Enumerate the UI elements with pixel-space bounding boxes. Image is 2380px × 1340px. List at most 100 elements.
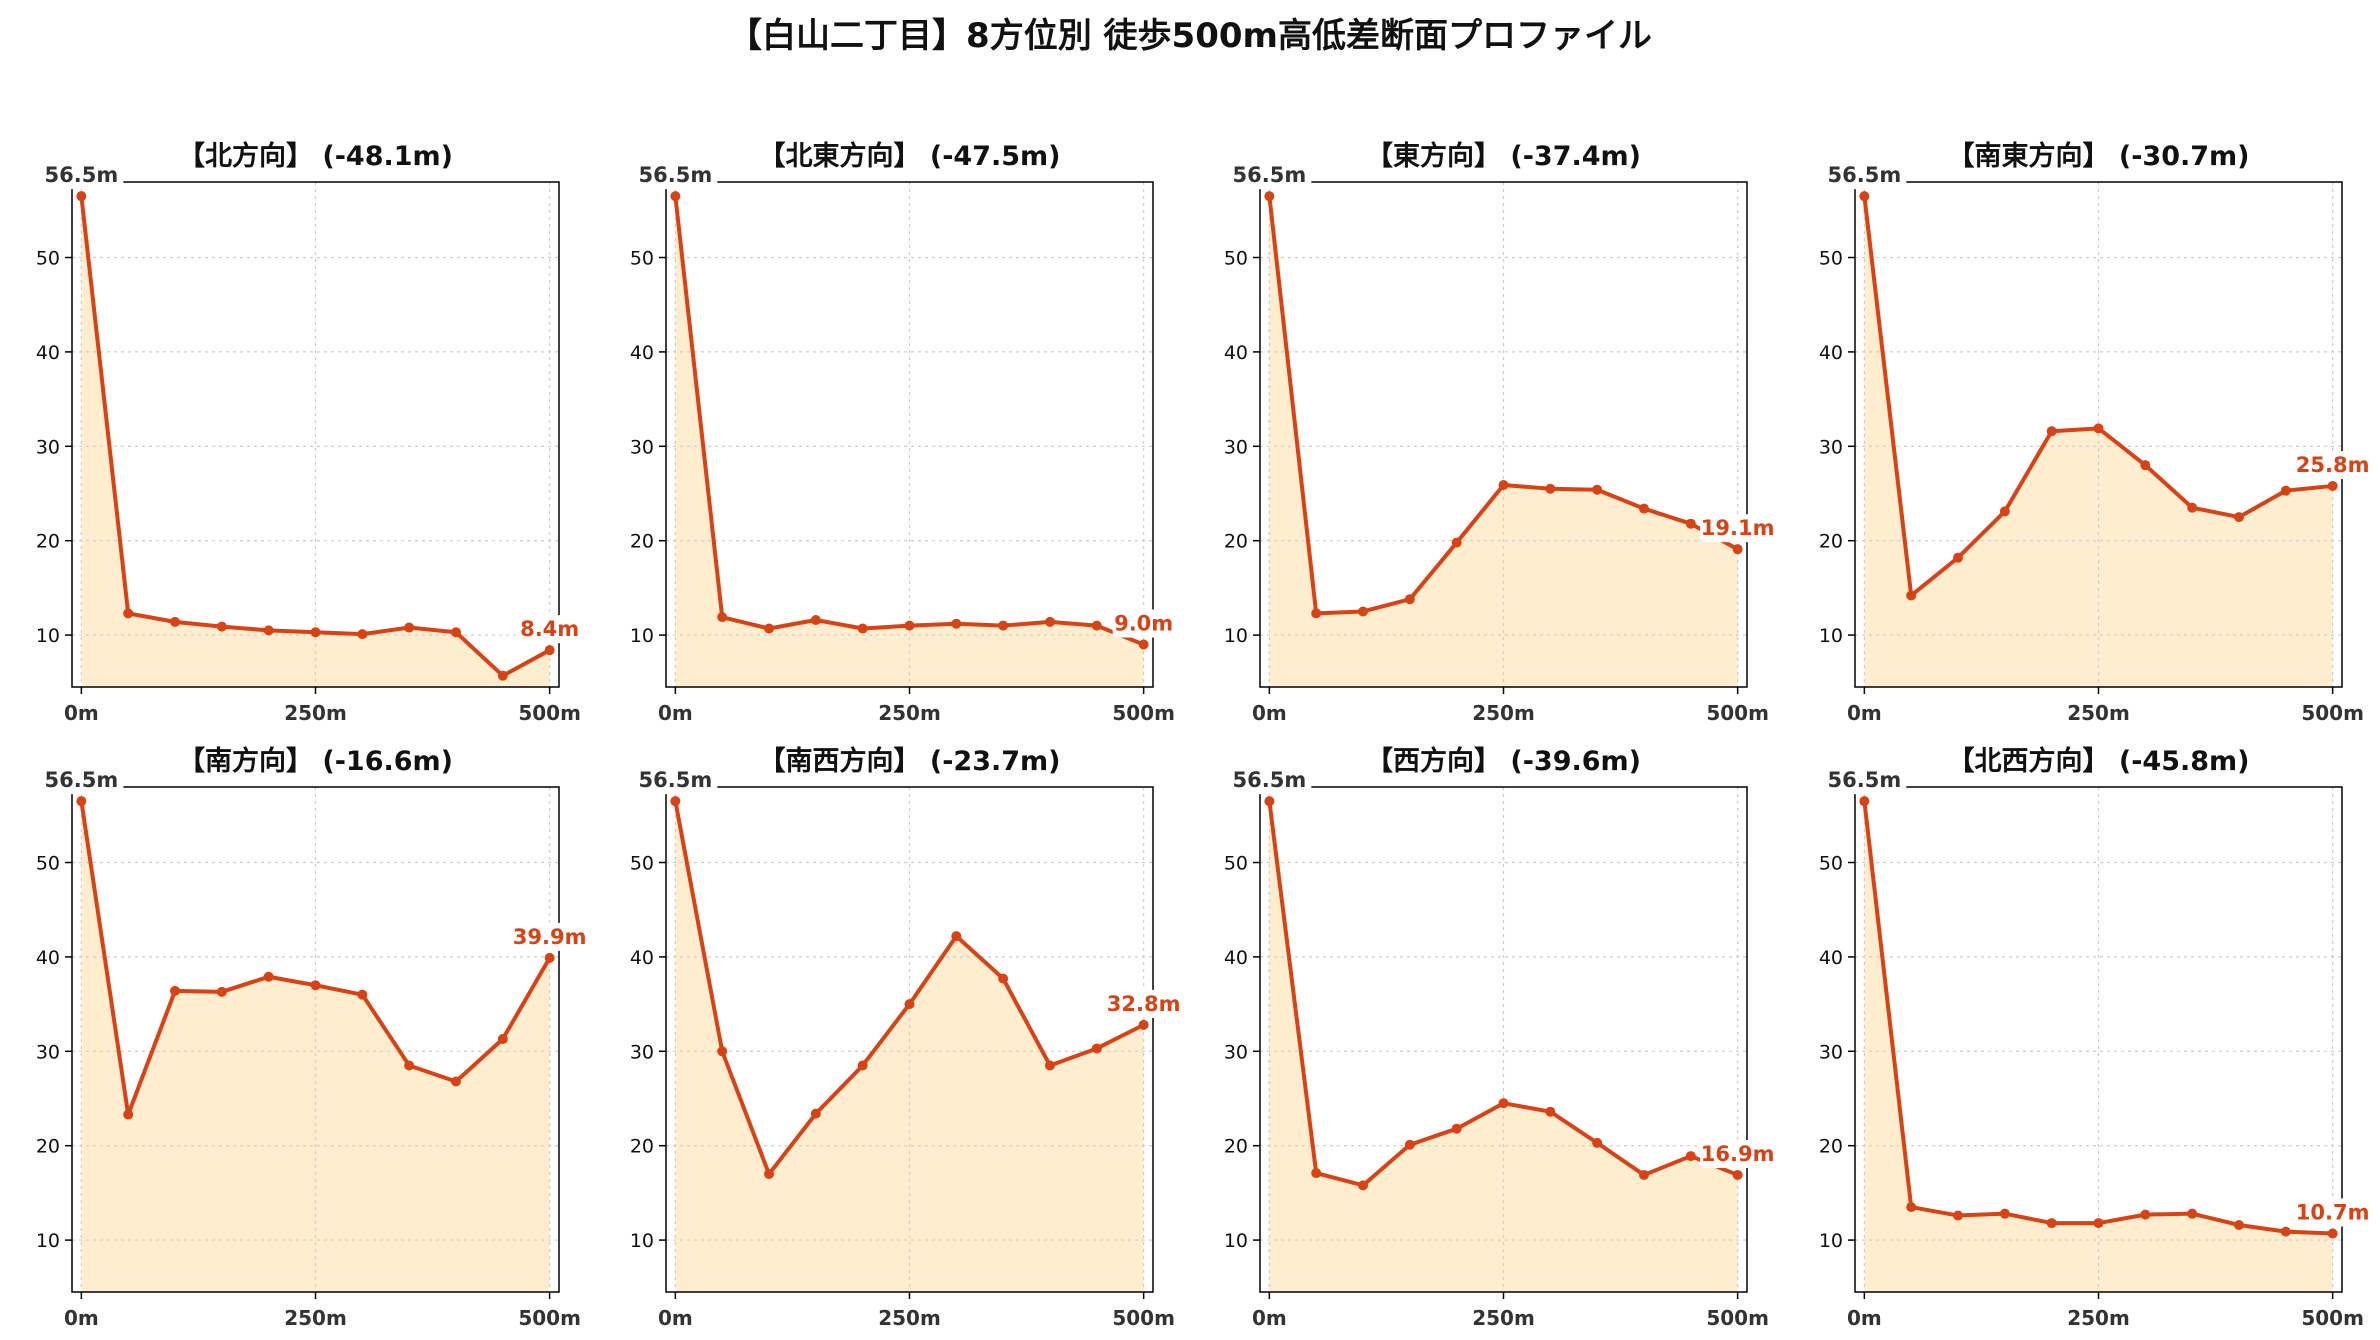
data-point — [1404, 594, 1415, 605]
data-point — [1498, 480, 1509, 490]
subplot-title: 【北西方向】 (-45.8m) — [1947, 745, 2249, 777]
start-label-box — [1227, 766, 1312, 795]
end-label: 25.8m — [2296, 453, 2370, 477]
end-label-box — [2295, 1198, 2371, 1227]
x-tick-label: 250m — [878, 1306, 941, 1330]
start-label: 56.5m — [45, 768, 119, 792]
area-fill — [675, 196, 1144, 687]
data-point — [450, 627, 461, 638]
y-tick-label: 40 — [1819, 947, 1843, 969]
end-label: 39.9m — [513, 925, 587, 949]
data-point — [123, 608, 134, 619]
end-label-box — [1700, 1139, 1776, 1168]
data-point — [1859, 191, 1870, 202]
y-tick-label: 50 — [36, 853, 60, 875]
y-tick-label: 10 — [630, 625, 654, 647]
y-tick-label: 10 — [36, 625, 60, 647]
y-tick-label: 20 — [1224, 1136, 1248, 1158]
data-point — [1311, 608, 1322, 619]
data-point — [904, 999, 915, 1010]
end-label: 9.0m — [1114, 612, 1173, 636]
data-point — [123, 1109, 134, 1120]
y-tick-label: 50 — [36, 248, 60, 270]
data-point — [1138, 1019, 1149, 1030]
data-point — [1859, 796, 1870, 807]
start-label: 56.5m — [639, 163, 713, 187]
start-label-box — [1227, 161, 1312, 190]
y-tick-label: 20 — [1819, 531, 1843, 553]
data-point — [2280, 485, 2291, 496]
data-point — [544, 952, 555, 963]
x-tick-label: 500m — [1706, 1306, 1769, 1330]
y-tick-label: 30 — [630, 1041, 654, 1063]
y-tick-label: 20 — [36, 531, 60, 553]
data-point — [216, 986, 227, 997]
x-tick-label: 250m — [2067, 701, 2130, 725]
data-point — [1451, 1123, 1462, 1134]
y-tick-label: 40 — [36, 947, 60, 969]
start-label-box — [39, 161, 124, 190]
start-label: 56.5m — [1828, 768, 1902, 792]
x-tick-label: 0m — [658, 701, 693, 725]
data-point — [1906, 1202, 1917, 1213]
data-point — [857, 623, 868, 634]
x-tick-label: 500m — [2301, 701, 2364, 725]
y-tick-label: 50 — [1819, 853, 1843, 875]
y-tick-label: 50 — [630, 248, 654, 270]
data-point — [717, 612, 728, 623]
data-point — [2046, 1218, 2057, 1229]
data-point — [1498, 1098, 1509, 1109]
data-point — [170, 616, 181, 627]
data-point — [1638, 503, 1649, 514]
x-tick-label: 250m — [2067, 1306, 2130, 1330]
subplot-title: 【北方向】 (-48.1m) — [178, 140, 453, 172]
data-point — [544, 645, 555, 656]
data-point — [2233, 512, 2244, 523]
subplot-title: 【南東方向】 (-30.7m) — [1947, 140, 2249, 172]
data-point — [1953, 1210, 1964, 1221]
data-point — [1311, 1168, 1322, 1179]
data-point — [1044, 1060, 1055, 1071]
data-point — [1732, 544, 1743, 555]
data-point — [2187, 502, 2198, 513]
subplot-title: 【南方向】 (-16.6m) — [178, 745, 453, 777]
y-tick-label: 10 — [1819, 625, 1843, 647]
area-fill — [81, 196, 550, 687]
x-tick-label: 0m — [1847, 1306, 1882, 1330]
data-point — [1685, 1151, 1696, 1162]
y-tick-label: 20 — [630, 531, 654, 553]
data-point — [1545, 483, 1556, 494]
y-tick-label: 10 — [630, 1230, 654, 1252]
y-tick-label: 20 — [36, 1136, 60, 1158]
data-point — [998, 973, 1009, 984]
y-tick-label: 10 — [1819, 1230, 1843, 1252]
data-point — [450, 1076, 461, 1087]
x-tick-label: 0m — [1252, 1306, 1287, 1330]
y-tick-label: 40 — [1224, 947, 1248, 969]
data-point — [1091, 620, 1102, 631]
data-point — [904, 620, 915, 631]
y-tick-label: 10 — [1224, 1230, 1248, 1252]
subplot-title: 【南西方向】 (-23.7m) — [758, 745, 1060, 777]
data-point — [1358, 1180, 1369, 1191]
data-point — [1091, 1043, 1102, 1054]
x-tick-label: 250m — [878, 701, 941, 725]
data-point — [216, 621, 227, 632]
data-point — [2140, 460, 2151, 471]
data-point — [810, 1108, 821, 1119]
data-point — [764, 1169, 775, 1180]
x-tick-label: 500m — [1112, 701, 1175, 725]
figure-title: 【白山二丁目】8方位別 徒歩500m高低差断面プロファイル — [728, 16, 1652, 56]
end-label-box — [512, 922, 588, 951]
start-label-box — [633, 766, 718, 795]
data-point — [170, 985, 181, 996]
x-tick-label: 500m — [2301, 1306, 2364, 1330]
y-tick-label: 30 — [1819, 1041, 1843, 1063]
end-label: 32.8m — [1107, 992, 1181, 1016]
data-point — [998, 620, 1009, 631]
